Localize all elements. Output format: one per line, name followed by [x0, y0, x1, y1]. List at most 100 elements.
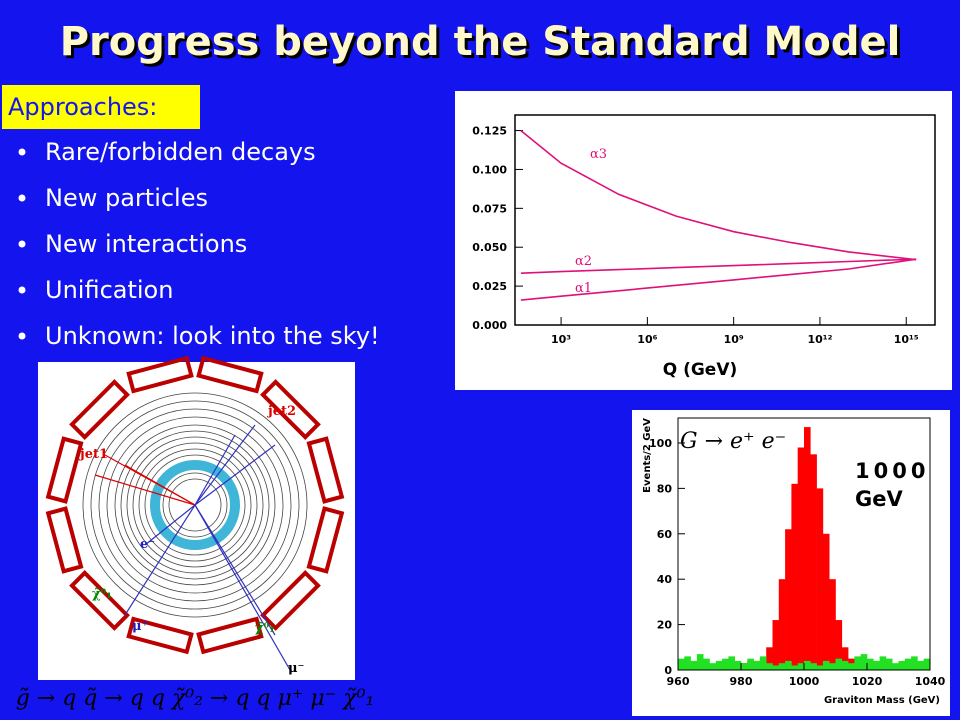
- hist-bar: [911, 656, 918, 670]
- x-tick-label: 10⁶: [637, 333, 657, 346]
- detector-ring: [144, 454, 246, 556]
- corner-label: GeV: [855, 487, 903, 511]
- x-tick-label: 960: [667, 675, 690, 688]
- hist-bar: [898, 660, 906, 670]
- x-tick-label: 980: [730, 675, 753, 688]
- y-tick-label: 20: [657, 619, 673, 632]
- muon-chamber: [126, 616, 194, 655]
- hist-bar: [734, 660, 742, 670]
- event-label: μ⁻: [288, 661, 304, 676]
- hist-bar: [772, 620, 780, 670]
- event-label: jet1: [79, 447, 108, 462]
- hist-bar: [816, 665, 824, 670]
- hist-bar: [684, 656, 691, 670]
- event-display-bg: [38, 362, 355, 680]
- y-tick-label: 0.100: [472, 163, 507, 176]
- curve-label: α2: [575, 254, 592, 269]
- hist-bar: [747, 658, 754, 670]
- hist-bar: [797, 447, 805, 670]
- hist-bar: [728, 656, 735, 670]
- plot-frame: [514, 114, 936, 326]
- hist-bar: [867, 658, 874, 670]
- x-tick-label: 1000: [789, 675, 820, 688]
- event-label: jet2: [267, 404, 296, 419]
- hist-bar: [791, 483, 798, 670]
- hist-bar: [835, 620, 843, 670]
- title-shadow: Progress beyond the Standard Model: [63, 22, 904, 68]
- calorimeter: [150, 460, 240, 550]
- y-tick-label: 0.050: [472, 241, 507, 254]
- hist-bar: [841, 660, 849, 670]
- hist-bar: [822, 533, 830, 670]
- detector-ring: [120, 430, 270, 580]
- hist-bar: [791, 665, 798, 670]
- x-tick-label: 1040: [915, 675, 946, 688]
- x-axis-label: Q (GeV): [663, 360, 738, 380]
- muon-chamber: [260, 379, 321, 440]
- hist-bar: [690, 660, 698, 670]
- hist-bar: [785, 529, 792, 670]
- hist-bar: [835, 658, 843, 670]
- hist-bar: [829, 579, 836, 670]
- y-axis-label: Events/2 GeV: [642, 418, 653, 493]
- y-tick-label: 0: [664, 664, 672, 677]
- bullet-dot: [18, 148, 26, 156]
- x-tick-label: 10¹⁵: [894, 333, 919, 346]
- hist-bar: [804, 660, 811, 670]
- curve-label: α3: [590, 147, 607, 162]
- hist-bar: [722, 658, 729, 670]
- bullet-text: Rare/forbidden decays: [45, 138, 316, 166]
- event-label: χ̃⁰₁: [255, 621, 275, 636]
- hist-bar: [766, 647, 773, 670]
- hist-bar: [778, 579, 786, 670]
- coupling-curve: [520, 258, 917, 301]
- x-tick-label: 1020: [852, 675, 883, 688]
- muon-chamber: [45, 436, 84, 504]
- coupling-plot-bg: [455, 91, 952, 390]
- track: [194, 504, 276, 636]
- muon-chamber: [196, 355, 264, 394]
- event-label: χ̃⁰₁: [92, 587, 112, 602]
- bullet-text: New interactions: [45, 230, 247, 258]
- event-display: jet1 jet2 e⁻ χ̃⁰₁ μ⁺ χ̃⁰₁ μ⁻: [45, 355, 345, 676]
- hist-bar: [778, 663, 786, 670]
- hist-bar: [766, 663, 773, 670]
- curve-label: α1: [575, 281, 592, 296]
- coupling-curve: [520, 129, 917, 261]
- muon-chamber: [260, 570, 321, 631]
- event-label: μ⁺: [132, 619, 148, 634]
- detector-ring: [168, 478, 222, 532]
- track: [194, 434, 236, 506]
- detector-ring: [126, 436, 264, 574]
- hist-bar: [848, 663, 855, 670]
- hist-bar: [804, 427, 811, 670]
- hist-bar: [709, 663, 717, 670]
- hist-bar: [923, 658, 931, 670]
- bullet-dot: [18, 332, 26, 340]
- hist-bar: [678, 658, 685, 670]
- detector-ring: [132, 442, 258, 568]
- detector-ring: [114, 424, 276, 586]
- detector-ring: [138, 448, 252, 562]
- hist-bar: [703, 658, 710, 670]
- y-tick-label: 0.025: [472, 280, 507, 293]
- track: [144, 504, 196, 546]
- y-tick-label: 40: [657, 573, 673, 586]
- bullet-text: New particles: [45, 184, 208, 212]
- muon-chamber: [69, 379, 130, 440]
- muon-chamber: [69, 570, 130, 631]
- hist-bar: [753, 660, 761, 670]
- hist-bar: [841, 647, 849, 670]
- mass-plot: 0 20 40 60 80 100 960 980 1000 1020 1040 Graviton M…: [642, 417, 946, 706]
- title: Progress beyond the Standard Model: [60, 19, 901, 65]
- muon-chamber: [306, 506, 345, 574]
- hist-bar: [741, 663, 748, 670]
- y-tick-label: 80: [657, 482, 673, 495]
- bullet-text: Unification: [45, 276, 173, 304]
- track: [94, 474, 196, 506]
- x-tick-label: 10³: [551, 333, 571, 346]
- coupling-plot: 0.000 0.025 0.050 0.075 0.100 0.125 10³ 10⁶ 10⁹ 1…: [472, 114, 936, 380]
- corner-label: 1000: [855, 459, 929, 483]
- muon-chamber: [306, 436, 345, 504]
